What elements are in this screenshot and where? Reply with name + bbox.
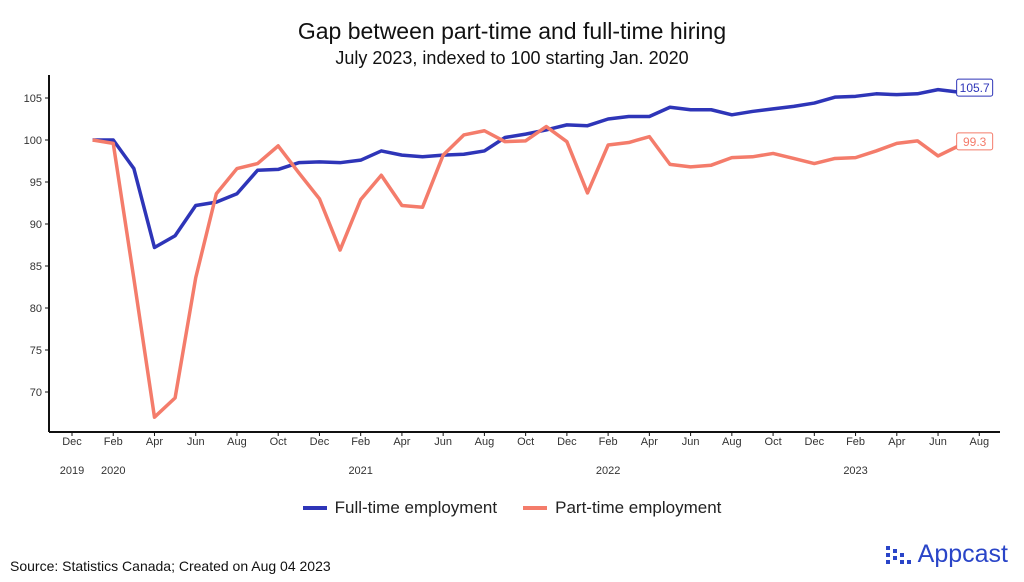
end-label-box [956, 132, 994, 151]
x-tick-label: Apr [641, 436, 658, 448]
year-label: 2020 [101, 465, 125, 477]
logo-dots-icon [885, 545, 911, 564]
x-tick-label: Oct [270, 436, 287, 448]
end-label-box [956, 78, 994, 97]
end-label: 105.7 [960, 81, 990, 95]
x-tick-label: Oct [765, 436, 782, 448]
series-line-part-time [92, 124, 960, 419]
x-tick-label: Dec [557, 436, 577, 448]
source-note: Source: Statistics Canada; Created on Au… [10, 558, 331, 574]
legend-label: Part-time employment [555, 498, 722, 517]
x-tick-label: Oct [517, 436, 534, 448]
x-tick-label: Feb [846, 436, 865, 448]
y-tick-label: 80 [30, 303, 42, 315]
y-tick-label: 100 [24, 135, 42, 147]
x-tick-label: Jun [187, 436, 205, 448]
x-tick-label: Jun [929, 436, 947, 448]
legend-label: Full-time employment [334, 498, 498, 517]
year-label: 2019 [60, 465, 84, 477]
x-tick-label: Jun [682, 436, 700, 448]
year-label: 2023 [843, 465, 867, 477]
x-tick-label: Aug [475, 436, 495, 448]
y-tick-label: 90 [30, 219, 42, 231]
x-tick-label: Aug [722, 436, 742, 448]
x-tick-label: Apr [393, 436, 410, 448]
x-tick-label: Dec [805, 436, 825, 448]
legend-item-part-time: Part-time employment [523, 498, 721, 518]
legend: Full-time employment Part-time employmen… [0, 498, 1024, 518]
x-tick-label: Dec [310, 436, 330, 448]
y-tick-label: 85 [30, 261, 42, 273]
y-tick-label: 75 [30, 345, 42, 357]
year-label: 2022 [596, 465, 620, 477]
x-tick-label: Feb [104, 436, 123, 448]
year-label: 2021 [348, 465, 372, 477]
y-tick-label: 105 [24, 93, 42, 105]
chart-title: Gap between part-time and full-time hiri… [297, 18, 727, 44]
series-line-full-time [92, 87, 959, 250]
appcast-logo: Appcast [885, 540, 1008, 569]
y-tick-label: 70 [30, 387, 42, 399]
x-tick-label: Apr [888, 436, 905, 448]
x-tick-label: Aug [227, 436, 247, 448]
legend-swatch [302, 506, 327, 510]
y-tick-label: 95 [30, 177, 42, 189]
legend-swatch [523, 506, 548, 510]
x-tick-label: Dec [62, 436, 82, 448]
chart-subtitle: July 2023, indexed to 100 starting Jan. … [335, 48, 689, 68]
x-tick-label: Aug [969, 436, 989, 448]
x-tick-label: Apr [146, 436, 163, 448]
legend-item-full-time: Full-time employment [302, 498, 498, 518]
x-tick-label: Feb [351, 436, 370, 448]
logo-text: Appcast [917, 540, 1008, 568]
x-tick-label: Feb [599, 436, 618, 448]
x-tick-label: Jun [434, 436, 452, 448]
end-label: 99.3 [963, 135, 987, 149]
